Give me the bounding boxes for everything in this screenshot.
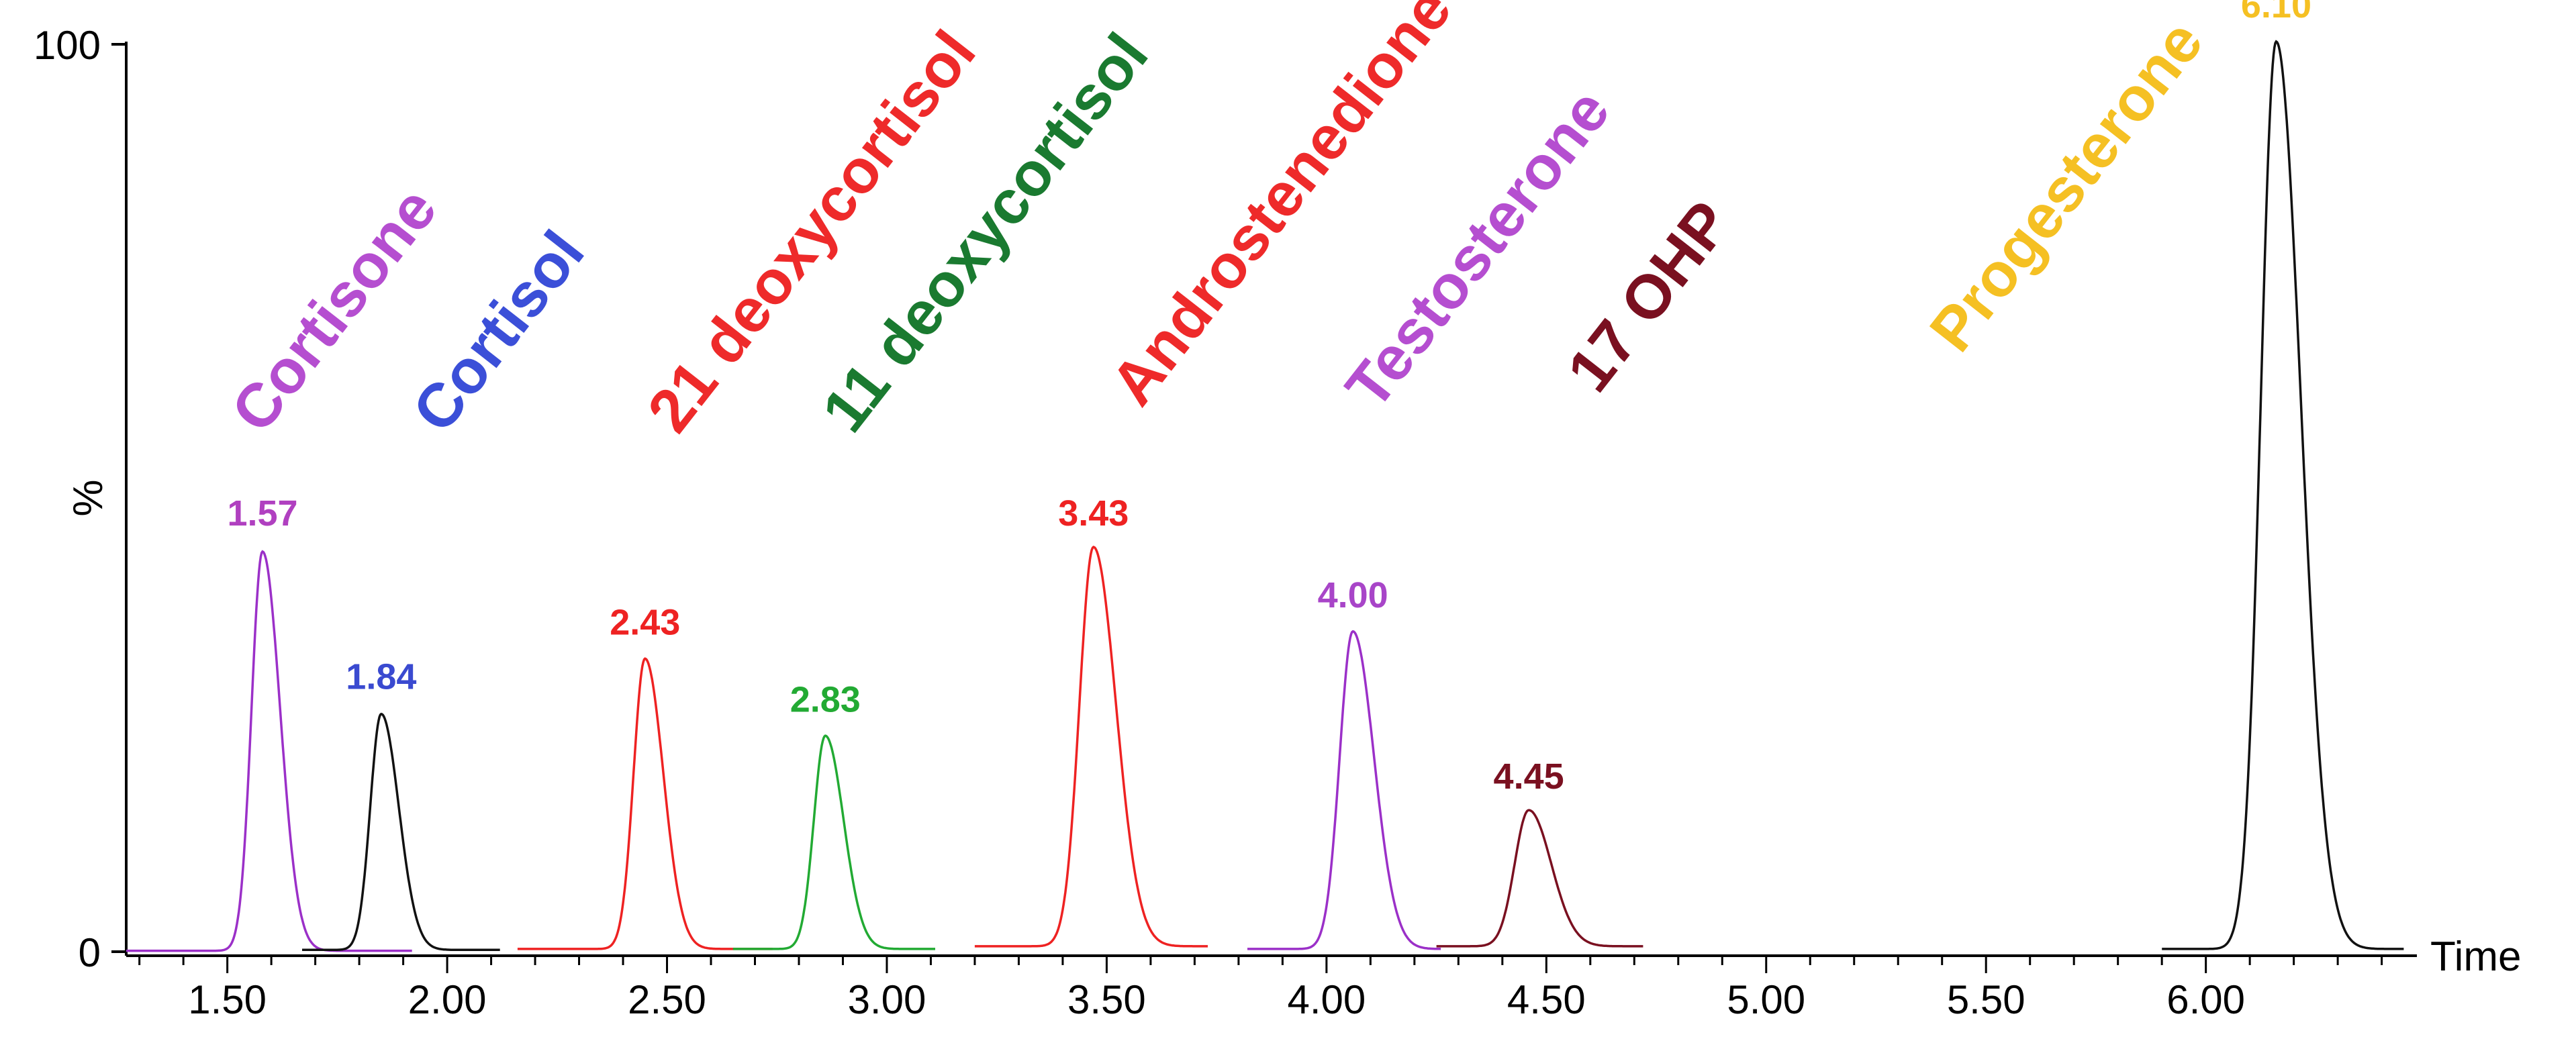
trace-androstenedione: [974, 545, 1208, 948]
x-tick-label: 3.00: [848, 977, 926, 1022]
x-tick-label: 2.00: [408, 977, 487, 1022]
x-tick-label: 4.00: [1287, 977, 1366, 1022]
peak-labels: 1.57 1.84 2.43 2.83 3.43 4.00 4.45 6.10: [227, 0, 2311, 797]
peak-label-21-deoxycortisol: 2.43: [610, 602, 680, 642]
trace-progesterone: [2162, 40, 2404, 950]
peak-label-17-ohp: 4.45: [1494, 756, 1564, 797]
traces: [126, 40, 2404, 952]
x-tick-label: 5.00: [1727, 977, 1805, 1022]
x-tick-label: 6.00: [2166, 977, 2245, 1022]
trace-cortisone: [126, 550, 412, 952]
x-tick-label: 1.50: [188, 977, 267, 1022]
trace-testosterone: [1247, 630, 1441, 950]
trace-17-ohp: [1436, 809, 1643, 948]
compound-name-21-deoxycortisol: 21 deoxycortisol: [634, 18, 988, 444]
compound-name-progesterone: Progesterone: [1917, 8, 2216, 364]
trace-21-deoxycortisol: [517, 657, 773, 950]
compound-name-cortisol: Cortisol: [399, 219, 597, 445]
y-axis-label: %: [65, 479, 111, 516]
peak-label-11-deoxycortisol: 2.83: [790, 679, 861, 719]
x-ticks: 1.50 2.00 2.50 3.00 3.50 4.00 4.50 5.00 5.50 6.00: [138, 956, 2383, 1022]
peak-label-testosterone: 4.00: [1318, 575, 1388, 615]
x-axis-label: Time: [2430, 934, 2521, 980]
y-tick-label-100: 100: [34, 23, 101, 68]
peak-label-cortisone: 1.57: [227, 493, 297, 534]
x-tick-label: 5.50: [1947, 977, 2025, 1022]
peak-label-androstenedione: 3.43: [1058, 493, 1129, 534]
trace-11-deoxycortisol: [732, 734, 935, 950]
axes: 100 0 % Time: [34, 23, 2522, 980]
peak-label-cortisol: 1.84: [346, 656, 416, 697]
x-tick-label: 2.50: [628, 977, 706, 1022]
x-tick-label: 3.50: [1067, 977, 1146, 1022]
compound-name-17-ohp: 17 OHP: [1554, 189, 1744, 405]
trace-cortisol: [302, 712, 500, 952]
peak-label-progesterone: 6.10: [2241, 0, 2311, 26]
y-tick-label-0: 0: [79, 930, 101, 975]
x-tick-label: 4.50: [1507, 977, 1586, 1022]
